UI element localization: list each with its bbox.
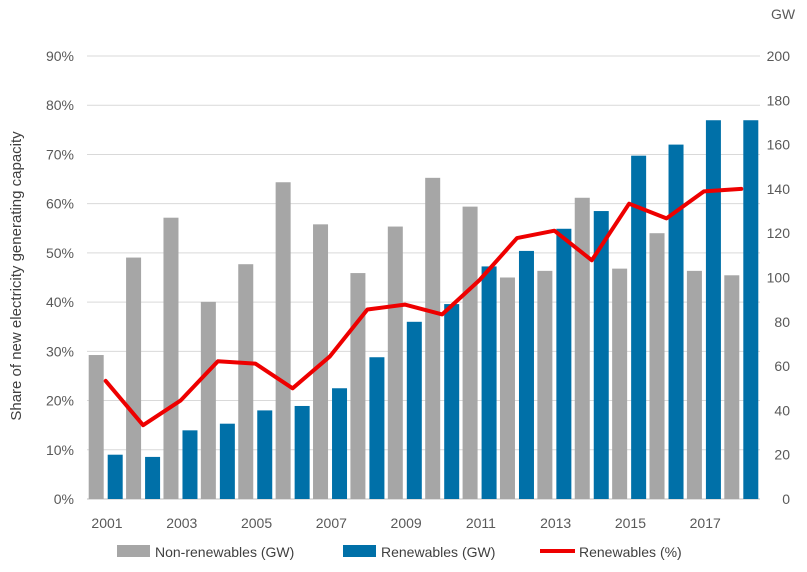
x-tick-label: 2005 — [241, 515, 272, 531]
right-tick-label: 200 — [767, 48, 791, 64]
right-tick-label: 80 — [774, 314, 790, 330]
x-tick-label: 2017 — [690, 515, 721, 531]
non-renewables-bar — [686, 270, 702, 499]
x-tick-label: 2007 — [316, 515, 347, 531]
x-tick-label: 2013 — [540, 515, 571, 531]
x-tick-label: 2001 — [91, 515, 122, 531]
non-renewables-bar — [126, 257, 142, 499]
x-tick-label: 2009 — [391, 515, 422, 531]
x-tick-label: 2015 — [615, 515, 646, 531]
left-tick-label: 20% — [46, 393, 74, 409]
renewables-bar — [406, 321, 422, 499]
renewables-bar — [481, 266, 497, 499]
renewables-bar — [518, 250, 534, 499]
left-tick-label: 70% — [46, 146, 74, 162]
renewables-bar — [593, 211, 609, 500]
renewables-bar — [145, 456, 161, 499]
non-renewables-bar — [313, 224, 329, 499]
legend-label: Renewables (GW) — [381, 544, 495, 560]
right-tick-label: 180 — [767, 92, 791, 108]
renewables-bar — [107, 454, 123, 499]
renewables-bar — [294, 405, 310, 499]
non-renewables-bar — [612, 268, 628, 499]
non-renewables-bar — [88, 355, 104, 499]
renewables-percent-line — [103, 186, 744, 428]
legend-swatch — [343, 545, 376, 557]
renewables-bar — [668, 144, 684, 499]
legend-label: Renewables (%) — [579, 544, 682, 560]
right-tick-label: 120 — [767, 225, 791, 241]
x-tick-label: 2011 — [466, 515, 496, 531]
renewables-bar — [182, 430, 198, 499]
left-tick-label: 90% — [46, 48, 74, 64]
left-tick-label: 50% — [46, 245, 74, 261]
left-tick-label: 10% — [46, 442, 74, 458]
legend: Non-renewables (GW) Renewables (GW) Renewa… — [117, 544, 682, 560]
right-axis-unit: GW — [771, 6, 796, 22]
right-axis-ticks: 0 20 40 60 80 100 120 140 160 180 200 — [767, 48, 791, 507]
non-renewables-bar — [574, 197, 590, 499]
x-axis-ticks: 2001 2003 2005 2007 2009 2011 2013 2015 2017 — [91, 515, 721, 531]
left-axis-title: Share of new electricity generating capa… — [8, 131, 25, 421]
left-tick-label: 40% — [46, 294, 74, 310]
renewables-bar — [332, 388, 348, 499]
left-tick-label: 60% — [46, 196, 74, 212]
non-renewables-bar — [163, 217, 179, 499]
x-tick-label: 2003 — [166, 515, 197, 531]
renewables-bar — [705, 120, 721, 500]
legend-label: Non-renewables (GW) — [155, 544, 294, 560]
non-renewables-bar — [537, 270, 553, 499]
right-tick-label: 160 — [767, 137, 791, 153]
line-series — [103, 186, 744, 428]
left-axis-ticks: 0% 10% 20% 30% 40% 50% 60% 70% 80% 90% — [46, 48, 74, 507]
right-tick-label: 20 — [774, 447, 790, 463]
renewables-bar — [257, 410, 273, 499]
renewables-bar — [743, 120, 759, 500]
legend-swatch — [117, 545, 150, 557]
renewables-bar — [444, 304, 460, 499]
non-renewables-bar — [200, 301, 216, 499]
right-tick-label: 140 — [767, 181, 791, 197]
non-renewables-bar — [387, 226, 403, 499]
left-tick-label: 30% — [46, 343, 74, 359]
right-tick-label: 0 — [782, 491, 790, 507]
renewables-bar — [369, 357, 385, 499]
left-tick-label: 0% — [54, 491, 74, 507]
non-renewables-bar — [275, 182, 291, 499]
non-renewables-bar — [350, 273, 366, 499]
non-renewables-bar — [499, 277, 515, 499]
renewables-bar — [631, 155, 647, 500]
left-tick-label: 80% — [46, 97, 74, 113]
right-tick-label: 40 — [774, 402, 790, 418]
gridlines — [87, 55, 760, 500]
renewables-bar — [556, 228, 572, 499]
bars — [88, 120, 759, 500]
renewables-bar — [219, 423, 235, 499]
right-tick-label: 100 — [767, 270, 791, 286]
non-renewables-bar — [724, 275, 740, 499]
non-renewables-bar — [649, 233, 665, 499]
non-renewables-bar — [425, 177, 441, 499]
non-renewables-bar — [462, 206, 478, 499]
non-renewables-bar — [238, 264, 254, 499]
right-tick-label: 60 — [774, 358, 790, 374]
